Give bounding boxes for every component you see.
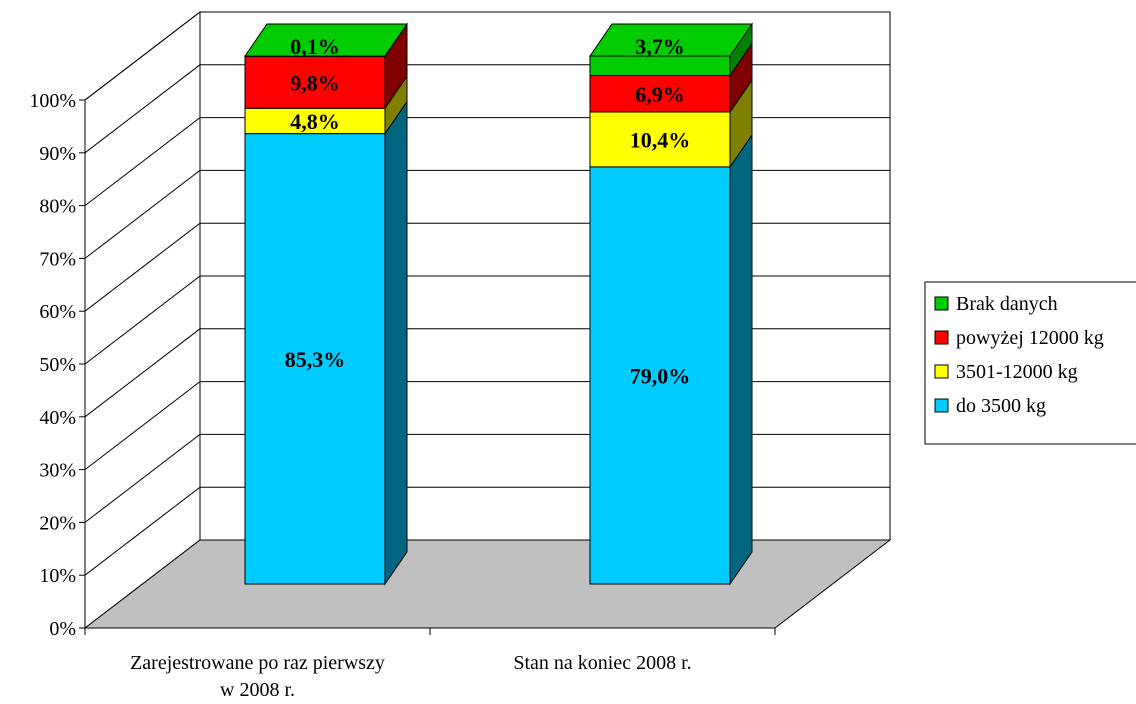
legend-swatch xyxy=(934,330,949,345)
legend-label: do 3500 kg xyxy=(956,395,1046,417)
legend: Brak danych powyżej 12000 kg 3501-12000 kg… xyxy=(924,281,1136,445)
bars xyxy=(244,22,753,586)
bar-segment xyxy=(589,166,731,585)
bar-segment xyxy=(244,133,386,585)
data-label: 10,4% xyxy=(630,127,691,152)
data-label: 9,8% xyxy=(290,70,340,95)
data-label: 4,8% xyxy=(290,109,340,134)
bar-segment xyxy=(589,75,731,113)
y-tick-label: 30% xyxy=(39,460,76,482)
gridline xyxy=(84,11,890,101)
legend-swatch xyxy=(934,398,949,413)
bar-side xyxy=(729,133,753,586)
legend-swatch xyxy=(934,364,949,379)
y-tick-label: 10% xyxy=(39,565,76,587)
legend-label: 3501-12000 kg xyxy=(956,361,1078,383)
legend-swatch xyxy=(934,296,949,311)
x-category-label: Stan na koniec 2008 r. xyxy=(513,652,691,674)
y-tick-label: 0% xyxy=(49,618,76,640)
x-category-label: Zarejestrowane po raz pierwszy w 2008 r. xyxy=(130,652,385,701)
y-tick-label: 40% xyxy=(39,407,76,429)
y-tick-label: 20% xyxy=(39,512,76,534)
data-label: 6,9% xyxy=(635,82,685,107)
bar-segment xyxy=(244,56,386,109)
y-tick-label: 100% xyxy=(29,90,76,112)
y-tick-label: 50% xyxy=(39,354,76,376)
floor-plane xyxy=(83,539,892,629)
chart-floor xyxy=(83,539,892,629)
bar-segment xyxy=(244,107,386,135)
axes: 0% 10% 20% 30% 40% 50% 60% 70% 80% 90% 100% Zarejes… xyxy=(29,90,776,701)
bar-side xyxy=(384,100,408,586)
bar-top xyxy=(589,23,753,57)
bar-top xyxy=(244,23,408,57)
y-tick-label: 70% xyxy=(39,248,76,270)
chart-walls xyxy=(84,10,891,630)
y-tick-label: 90% xyxy=(39,143,76,165)
legend-box xyxy=(924,281,1136,445)
y-tick-label: 80% xyxy=(39,196,76,218)
data-label: 85,3% xyxy=(285,347,346,372)
y-tick-label: 60% xyxy=(39,301,76,323)
data-label: 0,1% xyxy=(290,34,340,59)
legend-label: powyżej 12000 kg xyxy=(956,327,1104,349)
data-labels: 85,3% 4,8% 9,8% 0,1% 79,0% 10,4% 6,9% 3,7% xyxy=(285,34,691,388)
data-label: 79,0% xyxy=(630,363,691,388)
data-label: 3,7% xyxy=(635,34,685,59)
legend-label: Brak danych xyxy=(956,293,1058,315)
